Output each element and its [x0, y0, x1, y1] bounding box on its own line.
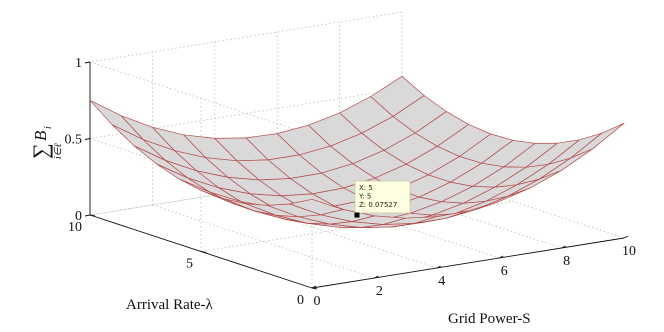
x-tick-label: 6 — [501, 264, 508, 279]
x-tick-mark — [623, 235, 629, 239]
z-axis-label-variable: B — [31, 130, 50, 141]
y-tick-label: 10 — [68, 220, 82, 235]
surface-cell — [89, 99, 144, 141]
surface-cell — [570, 122, 625, 159]
x-tick-label: 2 — [376, 284, 383, 299]
floor-gridline — [89, 164, 403, 216]
x-tick-mark — [498, 255, 504, 259]
y-tick-mark — [311, 287, 318, 290]
datatip-y-value: Y: 5 — [358, 192, 371, 200]
y-axis-label: Arrival Rate-λ — [126, 297, 214, 313]
datatip[interactable]: X: 5 Y: 5 Z: 0.07527 — [354, 180, 411, 218]
y-tick-label: 0 — [297, 293, 304, 308]
z-tick-label: 0 — [75, 209, 82, 224]
x-tick-mark — [561, 245, 566, 249]
y-tick-label: 5 — [186, 257, 193, 272]
floor-gridline — [401, 164, 625, 239]
z-axis-label-sum-subscript: i∈ℓ — [53, 143, 64, 159]
z-tick-label: 0.5 — [65, 133, 83, 148]
x-tick-mark — [436, 265, 442, 269]
datatip-marker — [354, 212, 360, 218]
x-tick-label: 10 — [622, 244, 636, 259]
wall-gridline — [89, 11, 403, 136]
x-axis-label: Grid Power-S — [448, 311, 531, 327]
z-axis-label-variable-subscript: i — [43, 126, 54, 129]
z-axis-label-sum: ∑ — [28, 143, 53, 159]
x-tick-mark — [311, 285, 317, 289]
floor-gridline — [200, 201, 514, 252]
y-tick-mark — [200, 251, 207, 253]
wall-gridline — [89, 88, 403, 212]
datatip-box — [354, 180, 411, 214]
x-tick-label: 0 — [314, 294, 321, 309]
x-tick-mark — [374, 275, 379, 279]
z-tick-mark — [84, 138, 91, 140]
x-axis-line — [311, 237, 625, 289]
floor-gridline — [214, 194, 437, 269]
y-tick-mark — [89, 214, 96, 217]
datatip-z-value: Z: 0.07527 — [359, 201, 397, 209]
datatip-x-value: X: 5 — [359, 184, 373, 192]
z-tick-mark — [84, 214, 91, 217]
floor-gridline — [152, 204, 375, 279]
x-tick-label: 4 — [438, 274, 445, 289]
z-tick-mark — [84, 61, 91, 64]
z-axis-label: ∑ i∈ℓ B i — [28, 126, 64, 159]
x-tick-label: 8 — [563, 254, 570, 269]
z-tick-label: 1 — [75, 56, 82, 71]
